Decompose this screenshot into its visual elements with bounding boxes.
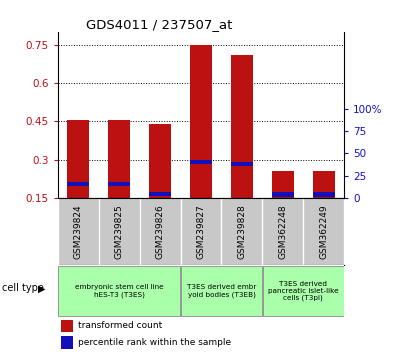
Bar [231, 55, 253, 198]
Text: transformed count: transformed count [78, 321, 162, 330]
Text: GSM362249: GSM362249 [319, 204, 328, 259]
Bar [60, 320, 74, 332]
Text: percentile rank within the sample: percentile rank within the sample [78, 338, 231, 347]
Bar [231, 162, 253, 166]
Bar [312, 193, 335, 196]
Bar [190, 45, 212, 198]
Bar [60, 336, 74, 349]
Text: T3ES derived
pancreatic islet-like
cells (T3pi): T3ES derived pancreatic islet-like cells… [268, 281, 339, 301]
Bar [67, 120, 90, 198]
Bar [190, 160, 212, 164]
Text: GDS4011 / 237507_at: GDS4011 / 237507_at [86, 18, 233, 31]
Bar [149, 192, 171, 196]
Text: GSM239824: GSM239824 [74, 204, 83, 259]
Bar [67, 182, 90, 186]
Text: cell type: cell type [2, 284, 44, 293]
Text: GSM239825: GSM239825 [115, 204, 124, 259]
Bar [181, 267, 262, 316]
Bar [271, 193, 294, 196]
Text: ▶: ▶ [38, 284, 45, 293]
Bar [108, 120, 131, 198]
Text: T3ES derived embr
yoid bodies (T3EB): T3ES derived embr yoid bodies (T3EB) [187, 284, 256, 298]
Bar [312, 171, 335, 198]
Text: embryonic stem cell line
hES-T3 (T3ES): embryonic stem cell line hES-T3 (T3ES) [75, 284, 164, 298]
Bar [263, 267, 344, 316]
Text: GSM239827: GSM239827 [197, 204, 205, 259]
Text: GSM239828: GSM239828 [238, 204, 246, 259]
Bar [58, 267, 180, 316]
Bar [149, 124, 171, 198]
Text: GSM239826: GSM239826 [156, 204, 164, 259]
Bar [108, 182, 131, 186]
Bar [271, 171, 294, 198]
Text: GSM362248: GSM362248 [278, 204, 287, 259]
